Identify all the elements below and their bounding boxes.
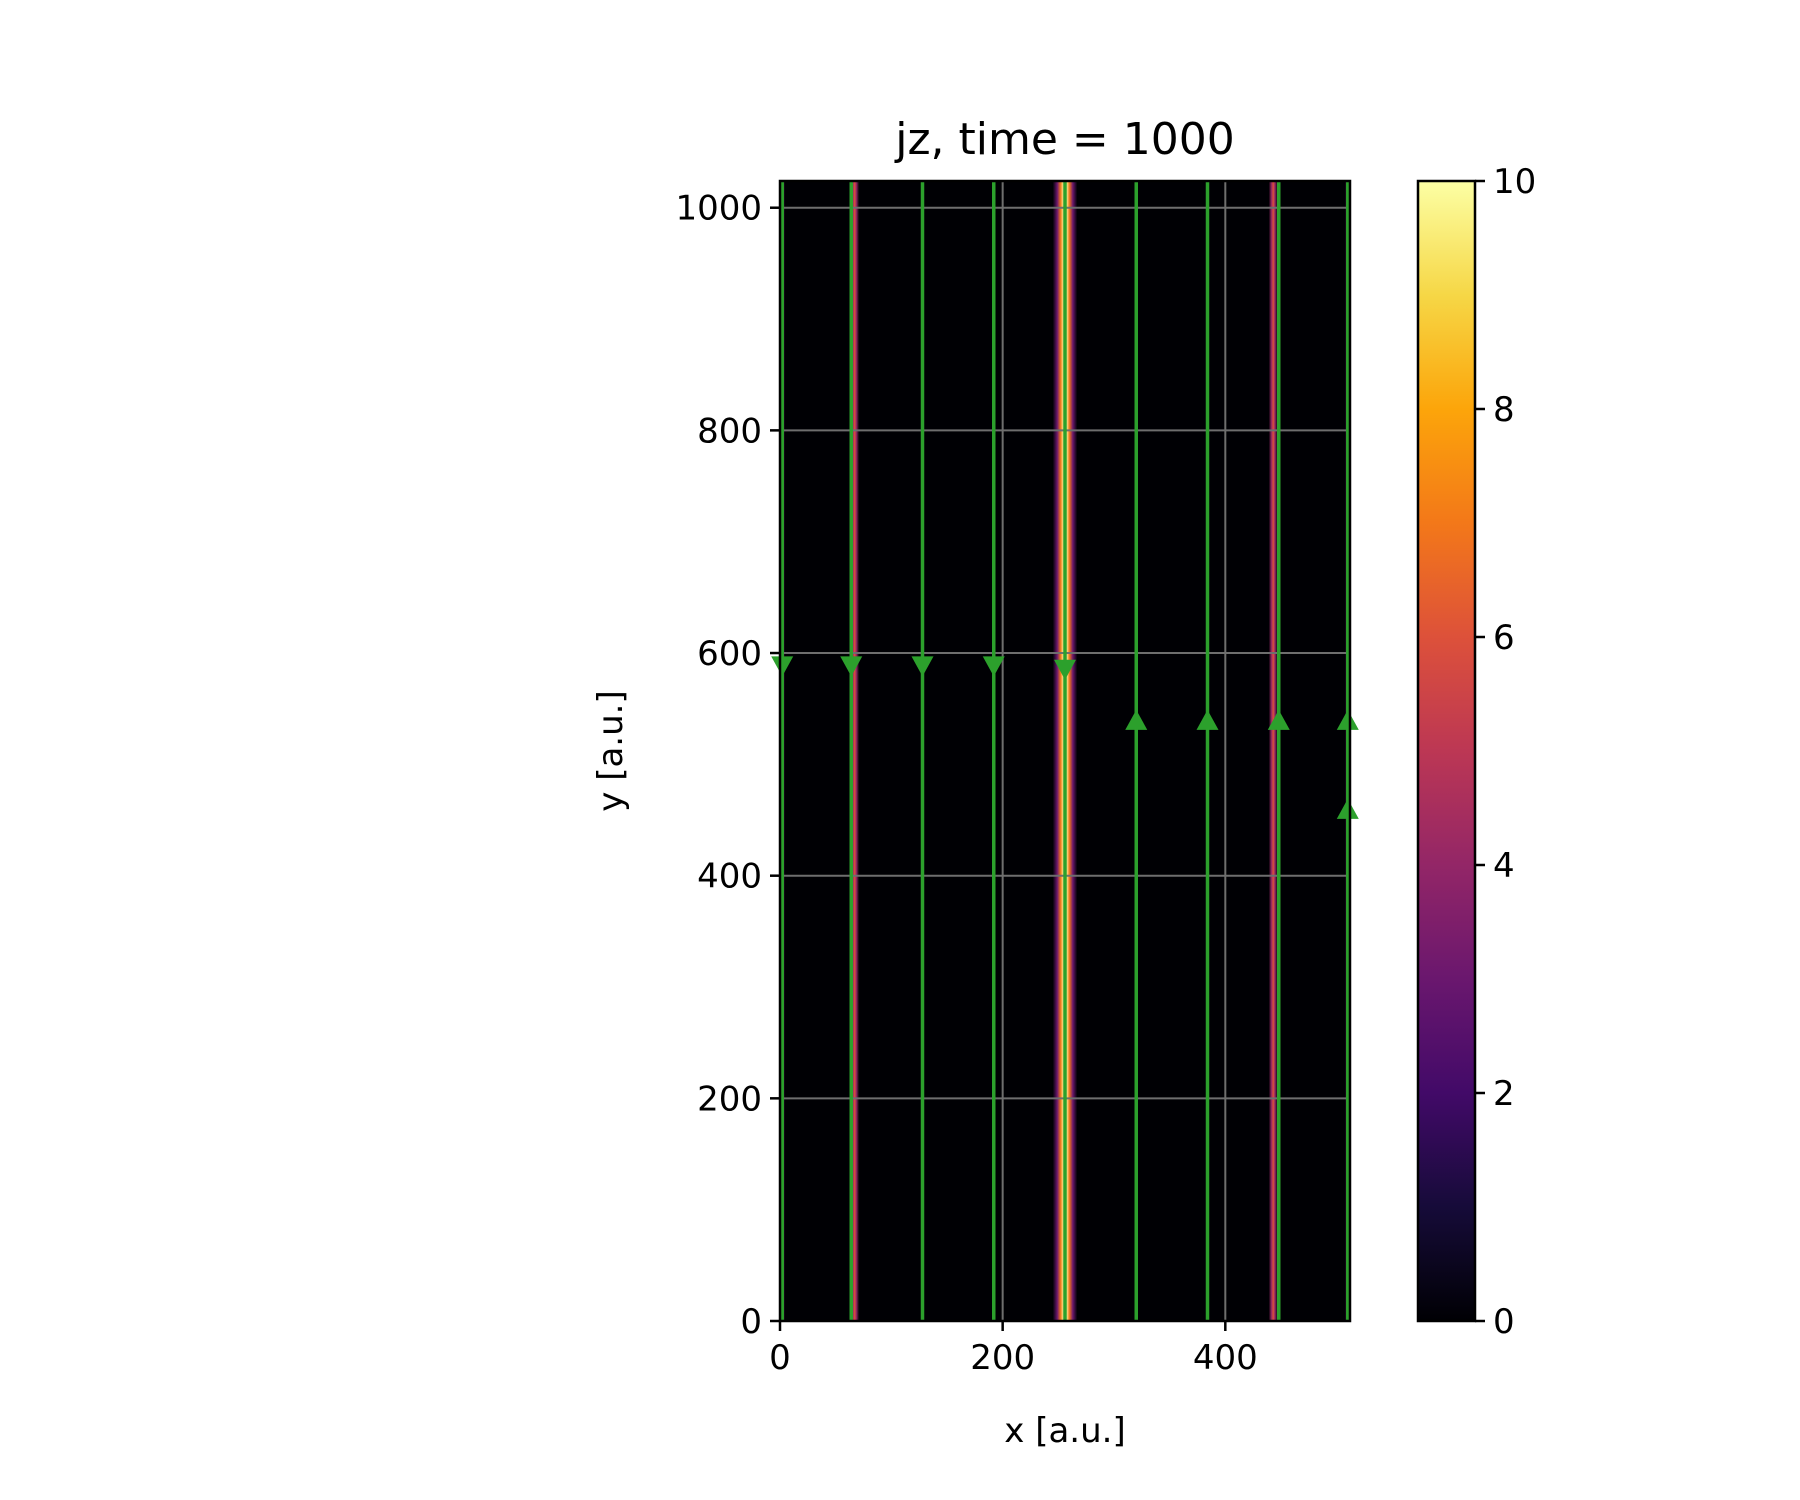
x-tick-label-200: 200	[970, 1338, 1035, 1378]
plot-frame	[778, 179, 1352, 1323]
y-tick-label-800: 800	[697, 411, 762, 451]
x-tick-label-0: 0	[769, 1338, 791, 1378]
streamlines	[780, 181, 1350, 1321]
streamline-arrow-6	[1196, 709, 1219, 730]
streamline-arrow-1	[840, 656, 863, 677]
colorbar-tick-label-6: 6	[1493, 618, 1515, 658]
x-axis-label: x [a.u.]	[1004, 1411, 1125, 1451]
colorbar-tick-label-0: 0	[1493, 1302, 1515, 1342]
colorbar-tick-label-4: 4	[1493, 846, 1515, 886]
y-tick-label-200: 200	[697, 1079, 762, 1119]
current-sheet-1	[850, 181, 860, 1321]
chart-title: jz, time = 1000	[894, 114, 1235, 165]
streamline-arrow-0	[771, 656, 794, 677]
y-tick-label-1000: 1000	[675, 189, 762, 229]
streamline-arrow-5	[1125, 709, 1148, 730]
y-axis-label: y [a.u.]	[591, 690, 631, 811]
y-axis-ticks: 0 200 400 600 800 1000	[675, 189, 780, 1342]
colorbar	[1416, 179, 1477, 1323]
y-tick-label-0: 0	[740, 1302, 762, 1342]
streamline-arrow-9	[1336, 798, 1359, 819]
streamline-arrow-3	[982, 656, 1005, 677]
colorbar-tick-label-10: 10	[1493, 162, 1536, 202]
y-tick-label-400: 400	[697, 857, 762, 897]
x-tick-label-400: 400	[1193, 1338, 1258, 1378]
streamline-arrows	[771, 656, 1359, 819]
colorbar-ticks: 0 2 4 6 8 10	[1475, 162, 1536, 1342]
colorbar-tick-label-2: 2	[1493, 1074, 1515, 1114]
streamline-arrow-4	[1054, 659, 1076, 680]
y-tick-label-600: 600	[697, 634, 762, 674]
current-sheet-3	[1268, 181, 1278, 1321]
colorbar-tick-label-8: 8	[1493, 390, 1515, 430]
x-axis-ticks: 0 200 400	[769, 1321, 1258, 1378]
streamline-arrow-8	[1336, 709, 1359, 730]
streamline-arrow-7	[1267, 709, 1290, 730]
streamline-arrow-2	[911, 656, 934, 677]
